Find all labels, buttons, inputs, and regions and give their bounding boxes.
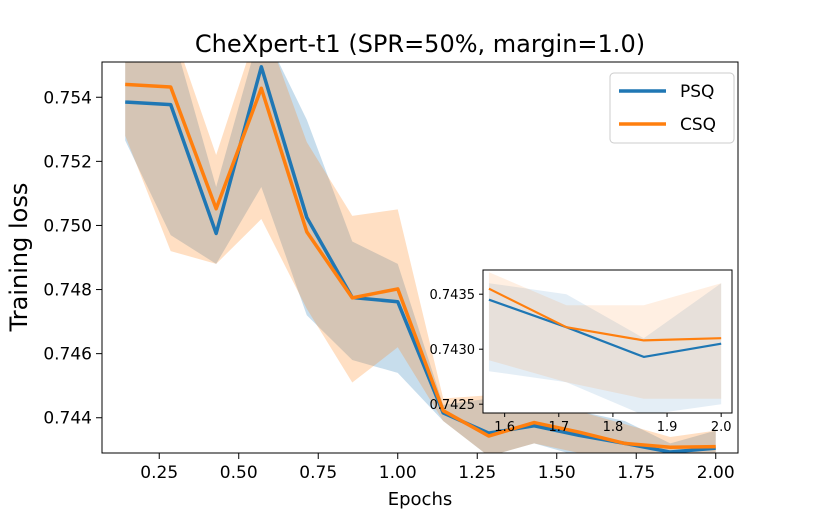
main-y-tick-label: 0.744 xyxy=(43,409,92,429)
main-x-tick-label: 1.00 xyxy=(379,463,417,483)
inset-band-psq xyxy=(488,283,722,413)
main-line-csq xyxy=(125,82,716,449)
inset-x-tick-label: 1.7 xyxy=(548,420,569,435)
plot-frame xyxy=(101,61,739,454)
main-x-tick-label: 0.25 xyxy=(140,463,178,483)
main-confidence-bands xyxy=(125,62,716,453)
inset-x-tick-label: 2.0 xyxy=(711,420,732,435)
inset-x-axis-ticks: 1.6 1.7 1.8 1.9 2.0 xyxy=(494,413,732,435)
main-y-tick-label: 0.754 xyxy=(43,88,92,108)
main-band-psq xyxy=(125,62,716,453)
x-axis-label: Epochs xyxy=(388,489,453,510)
legend: PSQ CSQ xyxy=(609,72,735,144)
legend-label-csq: CSQ xyxy=(680,115,716,135)
main-x-tick-label: 2.00 xyxy=(697,463,735,483)
inset-background xyxy=(483,270,732,413)
inset-x-tick-label: 1.8 xyxy=(603,420,624,435)
inset-chart: 1.6 1.7 1.8 1.9 2.0 0.7425 0.7430 0.7435 xyxy=(430,269,733,435)
main-y-tick-label: 0.752 xyxy=(43,152,92,172)
x-axis-ticks: 0.25 0.50 0.75 1.00 1.25 1.50 1.75 2.00 xyxy=(140,453,735,483)
legend-label-psq: PSQ xyxy=(680,82,714,102)
inset-line-csq xyxy=(488,287,722,342)
inset-y-tick-label: 0.7425 xyxy=(430,398,476,413)
inset-y-axis-ticks: 0.7425 0.7430 0.7435 xyxy=(430,288,483,413)
inset-confidence-bands xyxy=(488,272,722,413)
main-x-tick-label: 0.75 xyxy=(299,463,337,483)
main-x-tick-label: 1.25 xyxy=(458,463,496,483)
main-x-tick-label: 0.50 xyxy=(220,463,258,483)
inset-band-csq xyxy=(488,272,722,399)
inset-x-tick-label: 1.6 xyxy=(494,420,515,435)
y-axis-ticks: 0.744 0.746 0.748 0.750 0.752 0.754 xyxy=(43,88,102,429)
main-x-tick-label: 1.75 xyxy=(617,463,655,483)
inset-frame xyxy=(482,269,733,414)
chart-title: CheXpert-t1 (SPR=50%, margin=1.0) xyxy=(195,30,645,58)
main-y-tick-label: 0.748 xyxy=(43,281,92,301)
main-y-tick-label: 0.746 xyxy=(43,345,92,365)
main-band-csq xyxy=(125,62,716,453)
main-x-tick-label: 1.50 xyxy=(538,463,576,483)
inset-x-tick-label: 1.9 xyxy=(657,420,678,435)
y-axis-label: Training loss xyxy=(5,183,33,333)
inset-y-tick-label: 0.7430 xyxy=(430,343,476,358)
inset-series-lines xyxy=(488,287,722,358)
inset-line-psq xyxy=(488,298,722,358)
inset-y-tick-label: 0.7435 xyxy=(430,288,476,303)
main-series-lines xyxy=(125,65,716,453)
main-y-tick-label: 0.750 xyxy=(43,216,92,236)
